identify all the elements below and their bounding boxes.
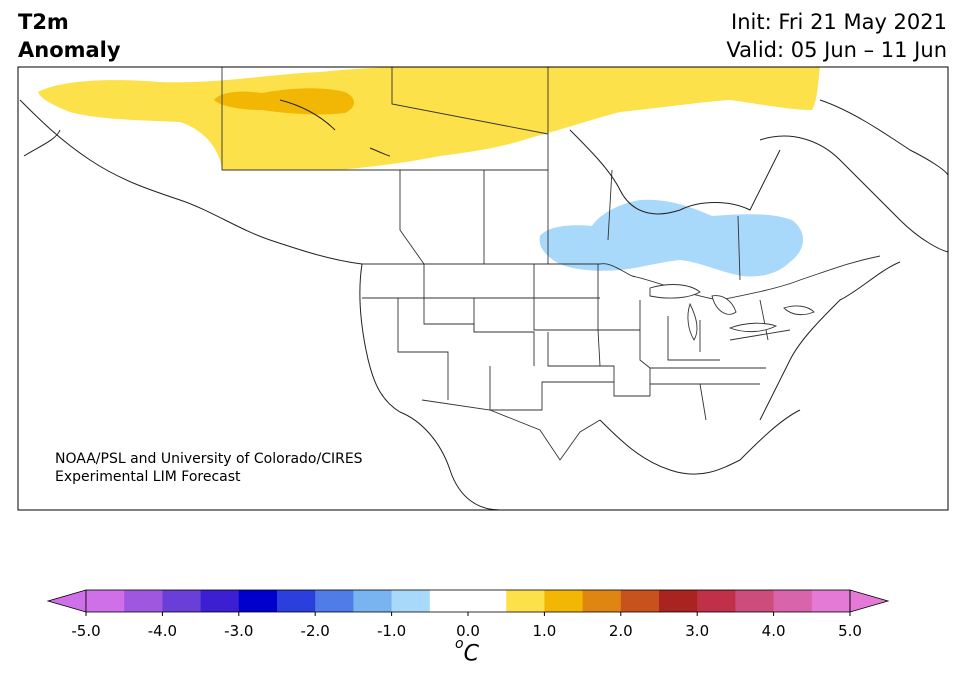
colorbar-segment bbox=[86, 590, 125, 612]
colorbar-segment bbox=[582, 590, 622, 612]
anomaly-map bbox=[17, 66, 949, 511]
colorbar-tick-label: 1.0 bbox=[532, 622, 557, 640]
unit-degree: o bbox=[455, 636, 464, 652]
colorbar-tick-label: -2.0 bbox=[300, 622, 330, 640]
title-line-1: T2m bbox=[18, 10, 69, 34]
title-line-2: Anomaly bbox=[18, 38, 121, 62]
colorbar-tick-label: 5.0 bbox=[838, 622, 862, 640]
unit-symbol: C bbox=[463, 641, 479, 667]
colorbar-segment bbox=[506, 590, 545, 612]
colorbar-segment bbox=[735, 590, 775, 612]
cool-anomaly-region bbox=[539, 199, 804, 277]
colorbar-segment bbox=[659, 590, 698, 612]
colorbar-tick-label: -1.0 bbox=[376, 622, 407, 640]
colorbar-unit: oC bbox=[455, 636, 479, 667]
init-date: Init: Fri 21 May 2021 bbox=[731, 10, 947, 34]
colorbar-over-arrow bbox=[849, 589, 890, 613]
colorbar-segment bbox=[391, 590, 431, 612]
colorbar-segment bbox=[162, 590, 202, 612]
coastlines bbox=[19, 99, 948, 510]
colorbar-segment bbox=[544, 590, 584, 612]
credit-text: NOAA/PSL and University of Colorado/CIRE… bbox=[55, 450, 363, 486]
colorbar-tick-label: 3.0 bbox=[685, 622, 710, 640]
colorbar-segment bbox=[200, 590, 240, 612]
colorbar-segment bbox=[697, 590, 736, 612]
colorbar-segment bbox=[277, 590, 316, 612]
colorbar-tick-label: -5.0 bbox=[71, 622, 101, 640]
colorbar-under-arrow bbox=[46, 589, 87, 613]
colorbar-segment bbox=[429, 590, 469, 612]
colorbar-segment bbox=[124, 590, 163, 612]
colorbar-segment bbox=[468, 590, 507, 612]
colorbar-tick-label: 2.0 bbox=[608, 622, 633, 640]
colorbar-tick-label: -3.0 bbox=[224, 622, 254, 640]
valid-date: Valid: 05 Jun – 11 Jun bbox=[726, 38, 947, 62]
credit-line-2: Experimental LIM Forecast bbox=[55, 469, 241, 485]
colorbar-tick-label: -4.0 bbox=[147, 622, 178, 640]
colorbar bbox=[46, 589, 890, 616]
colorbar-segment bbox=[353, 590, 393, 612]
great-lakes bbox=[649, 284, 815, 341]
colorbar-segment bbox=[238, 590, 278, 612]
colorbar-tick-label: 4.0 bbox=[761, 622, 786, 640]
colorbar-segment bbox=[811, 590, 851, 612]
map-title: T2m Anomaly bbox=[18, 8, 121, 64]
map-frame bbox=[17, 66, 949, 511]
colorbar-segment bbox=[773, 590, 813, 612]
colorbar-segment bbox=[315, 590, 354, 612]
colorbar-tick-label: 0.0 bbox=[456, 622, 480, 640]
credit-line-1: NOAA/PSL and University of Colorado/CIRE… bbox=[55, 451, 363, 467]
forecast-dates: Init: Fri 21 May 2021 Valid: 05 Jun – 11… bbox=[726, 8, 947, 64]
colorbar-segment bbox=[620, 590, 660, 612]
